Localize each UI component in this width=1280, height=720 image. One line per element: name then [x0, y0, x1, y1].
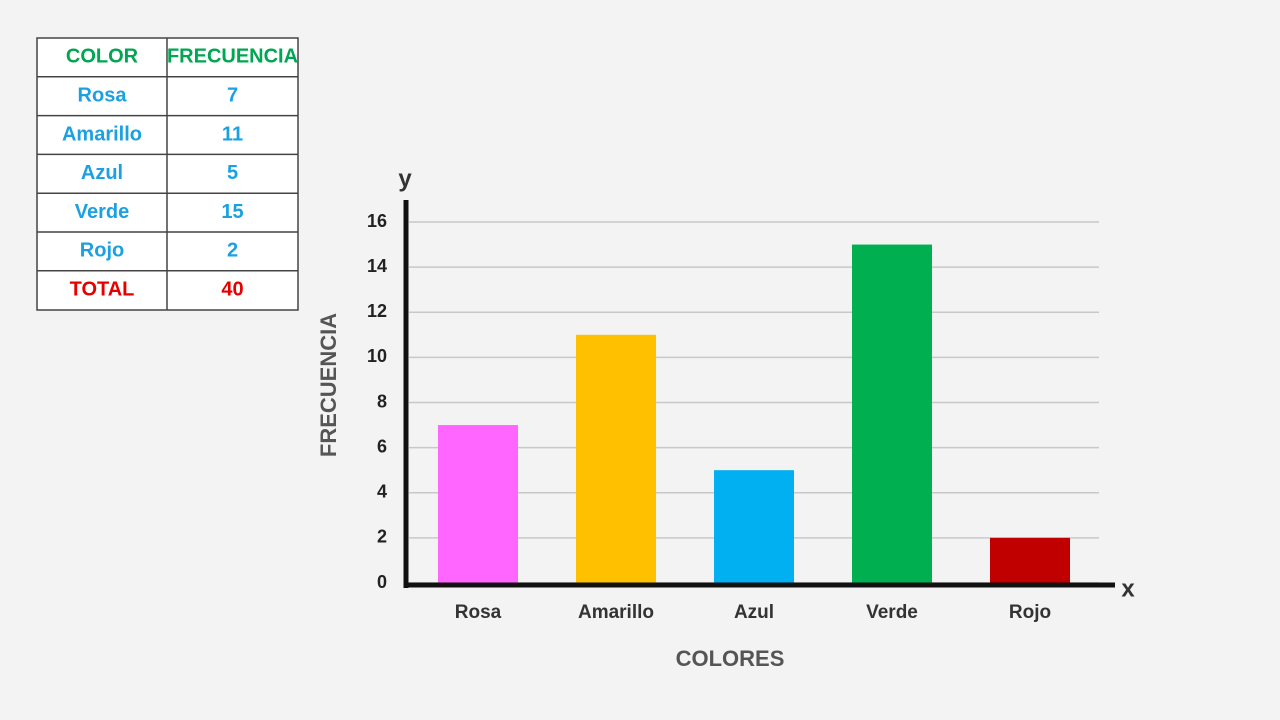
table-cell: Verde [75, 201, 129, 223]
x-tick-label: Rojo [1009, 602, 1051, 623]
table-cell: Rosa [78, 84, 128, 106]
y-tick-label: 2 [377, 527, 387, 547]
table: COLOR FRECUENCIA Rosa 7 Amarillo 11 Azul 5 Verde… [37, 38, 298, 310]
x-tick-label: Amarillo [578, 602, 654, 623]
bar [852, 244, 932, 583]
table-cell: FRECUENCIA [167, 46, 298, 68]
bar [714, 470, 794, 583]
table-cell: 5 [227, 162, 238, 184]
x-tick-label: Azul [734, 602, 774, 623]
y-tick-label: 6 [377, 436, 387, 456]
table-cell: 2 [227, 240, 238, 262]
y-tick-label: 8 [377, 391, 387, 411]
table-cell: TOTAL [70, 278, 135, 300]
table-cell: 40 [221, 278, 243, 300]
y-axis-letter: y [398, 165, 412, 192]
y-tick-label: 10 [367, 346, 387, 366]
table-cell: Amarillo [62, 123, 142, 145]
y-tick-label: 0 [377, 572, 387, 592]
bar [438, 425, 518, 583]
table-cell: 11 [222, 123, 243, 145]
table-cell: COLOR [66, 46, 139, 68]
x-tick-label: Verde [866, 602, 918, 623]
y-tick-label: 16 [367, 211, 387, 231]
bar [576, 334, 656, 583]
y-tick-label: 14 [367, 256, 387, 276]
table-cell: Rojo [80, 240, 124, 262]
y-axis-label: FRECUENCIA [316, 313, 341, 457]
y-tick-label: 4 [377, 482, 387, 502]
x-tick-label: Rosa [455, 602, 502, 623]
plot: 0 2 4 6 8 10 12 14 16 Rosa Amarillo Azul Verde Rojo [367, 200, 1115, 623]
x-axis-letter: x [1121, 575, 1135, 602]
x-axis-label: COLORES [676, 646, 785, 671]
table-cell: Azul [81, 162, 123, 184]
table-cell: 7 [227, 84, 238, 106]
bar [990, 537, 1070, 583]
table-cell: 15 [221, 201, 243, 223]
y-tick-label: 12 [367, 301, 387, 321]
